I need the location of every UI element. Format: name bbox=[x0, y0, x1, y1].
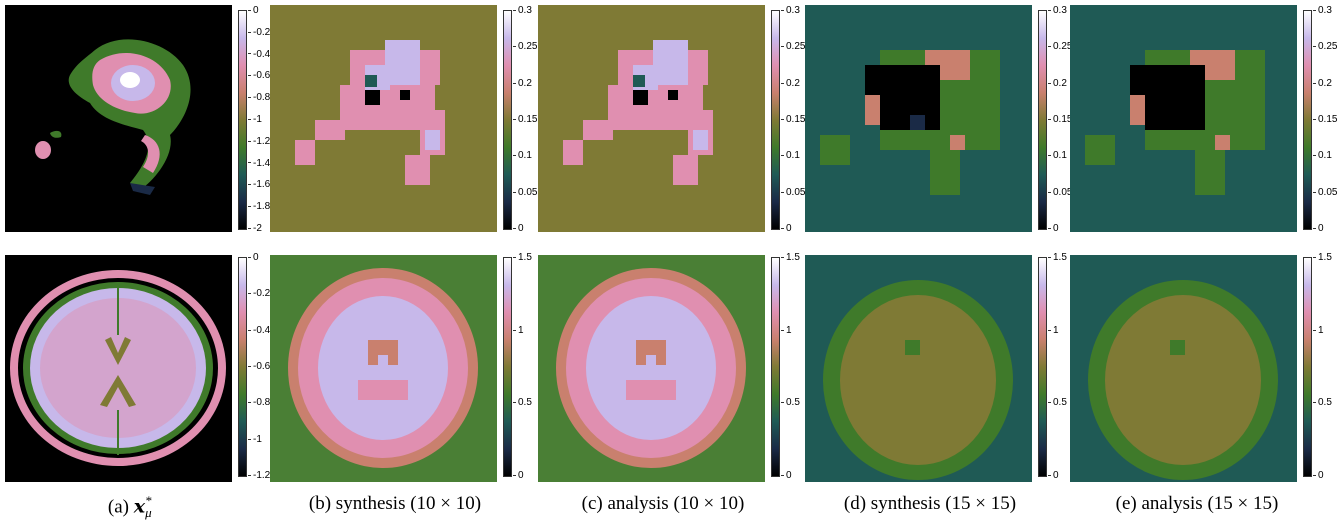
colorbar-tick-label: 0.3 bbox=[1048, 6, 1067, 16]
colorbar-tick-label: -0.2 bbox=[248, 27, 270, 38]
colorbar-tick-label: 0.3 bbox=[1313, 6, 1332, 16]
colorbar-tick-label: 0 bbox=[781, 224, 792, 234]
colorbar-tick-label: 1.5 bbox=[781, 253, 800, 263]
colorbar-tick-label: 0.05 bbox=[513, 187, 537, 198]
colorbar-c-row2 bbox=[771, 257, 780, 477]
image-d-tumor bbox=[805, 5, 1032, 232]
colorbar-c-row1 bbox=[771, 10, 780, 230]
image-d-brain bbox=[805, 255, 1032, 482]
colorbar-tick-label: 0 bbox=[1048, 224, 1059, 234]
colorbar-tick-label: -0.4 bbox=[248, 325, 270, 336]
colorbar-tick-label: 1 bbox=[1048, 325, 1059, 336]
colorbar-a-row2 bbox=[238, 257, 247, 477]
colorbar-tick-label: -1.8 bbox=[248, 202, 270, 212]
colorbar-e-row1 bbox=[1303, 10, 1312, 230]
colorbar-d-row1 bbox=[1038, 10, 1047, 230]
colorbar-tick-label: -1.4 bbox=[248, 158, 270, 169]
colorbar-tick-label: 0.5 bbox=[781, 398, 800, 408]
colorbar-tick-label: 0 bbox=[248, 6, 259, 16]
colorbar-tick-label: 0 bbox=[1048, 471, 1059, 481]
colorbar-tick-label: 0.15 bbox=[781, 115, 805, 125]
colorbar-tick-label: 0 bbox=[1313, 471, 1324, 481]
colorbar-tick-label: 0.15 bbox=[1313, 115, 1337, 125]
colorbar-tick-label: 0 bbox=[781, 471, 792, 481]
colorbar-tick-label: 1.5 bbox=[1313, 253, 1332, 263]
colorbar-tick-label: 0.25 bbox=[1048, 42, 1072, 52]
image-c-tumor bbox=[538, 5, 765, 232]
colorbar-tick-label: -1 bbox=[248, 115, 262, 125]
colorbar-tick-label: -1.6 bbox=[248, 180, 270, 190]
colorbar-tick-label: 0.05 bbox=[781, 187, 805, 198]
colorbar-tick-label: -0.4 bbox=[248, 49, 270, 60]
colorbar-a-row1 bbox=[238, 10, 247, 230]
colorbar-tick-label: 0.1 bbox=[781, 151, 800, 161]
colorbar-tick-label: 1.5 bbox=[1048, 253, 1067, 263]
colorbar-tick-label: 0.5 bbox=[1313, 398, 1332, 408]
colorbar-tick-label: 0.2 bbox=[513, 78, 532, 89]
colorbar-tick-label: -0.6 bbox=[248, 71, 270, 81]
colorbar-tick-label: 0.2 bbox=[781, 78, 800, 89]
image-b-brain bbox=[270, 255, 497, 482]
image-a-tumor bbox=[5, 5, 232, 232]
colorbar-tick-label: -0.8 bbox=[248, 93, 270, 103]
colorbar-tick-label: -1.2 bbox=[248, 471, 270, 481]
caption-b: (b) synthesis (10 × 10) bbox=[308, 493, 482, 514]
image-c-brain bbox=[538, 255, 765, 482]
caption-d: (d) synthesis (15 × 15) bbox=[843, 493, 1017, 514]
colorbar-tick-label: 0.2 bbox=[1313, 78, 1332, 89]
colorbar-tick-label: -1.2 bbox=[248, 136, 270, 147]
image-b-tumor bbox=[270, 5, 497, 232]
colorbar-tick-label: 0.5 bbox=[513, 398, 532, 408]
image-e-brain bbox=[1070, 255, 1297, 482]
colorbar-b-row1 bbox=[503, 10, 512, 230]
colorbar-tick-label: 1 bbox=[513, 325, 524, 336]
colorbar-tick-label: 0 bbox=[248, 253, 259, 263]
colorbar-tick-label: -0.6 bbox=[248, 362, 270, 372]
colorbar-b-row2 bbox=[503, 257, 512, 477]
colorbar-tick-label: 0 bbox=[1313, 224, 1324, 234]
colorbar-tick-label: 1.5 bbox=[513, 253, 532, 263]
colorbar-tick-label: 1 bbox=[1313, 325, 1324, 336]
colorbar-tick-label: 0.1 bbox=[1313, 151, 1332, 161]
colorbar-tick-label: 0.15 bbox=[1048, 115, 1072, 125]
image-e-tumor bbox=[1070, 5, 1297, 232]
colorbar-d-row2 bbox=[1038, 257, 1047, 477]
colorbar-tick-label: -0.8 bbox=[248, 398, 270, 408]
colorbar-tick-label: 0.3 bbox=[513, 6, 532, 16]
colorbar-tick-label: -2 bbox=[248, 224, 262, 234]
colorbar-tick-label: 0.25 bbox=[513, 42, 537, 52]
caption-e: (e) analysis (15 × 15) bbox=[1115, 493, 1279, 514]
colorbar-e-row2 bbox=[1303, 257, 1312, 477]
colorbar-tick-label: 0.3 bbox=[781, 6, 800, 16]
colorbar-tick-label: 0.2 bbox=[1048, 78, 1067, 89]
colorbar-tick-label: -1 bbox=[248, 434, 262, 445]
colorbar-tick-label: 0.05 bbox=[1313, 187, 1337, 198]
colorbar-tick-label: 0.25 bbox=[781, 42, 805, 52]
caption-a: (a) xμ* bbox=[107, 493, 153, 521]
colorbar-tick-label: 0 bbox=[513, 224, 524, 234]
colorbar-tick-label: 0 bbox=[513, 471, 524, 481]
colorbar-tick-label: 0.1 bbox=[1048, 151, 1067, 161]
image-a-brain bbox=[5, 255, 232, 482]
colorbar-tick-label: 0.05 bbox=[1048, 187, 1072, 198]
colorbar-tick-label: 0.25 bbox=[1313, 42, 1337, 52]
colorbar-tick-label: 1 bbox=[781, 325, 792, 336]
colorbar-tick-label: 0.5 bbox=[1048, 398, 1067, 408]
colorbar-tick-label: -0.2 bbox=[248, 289, 270, 299]
caption-c: (c) analysis (10 × 10) bbox=[581, 493, 745, 514]
colorbar-tick-label: 0.1 bbox=[513, 151, 532, 161]
colorbar-tick-label: 0.15 bbox=[513, 115, 537, 125]
